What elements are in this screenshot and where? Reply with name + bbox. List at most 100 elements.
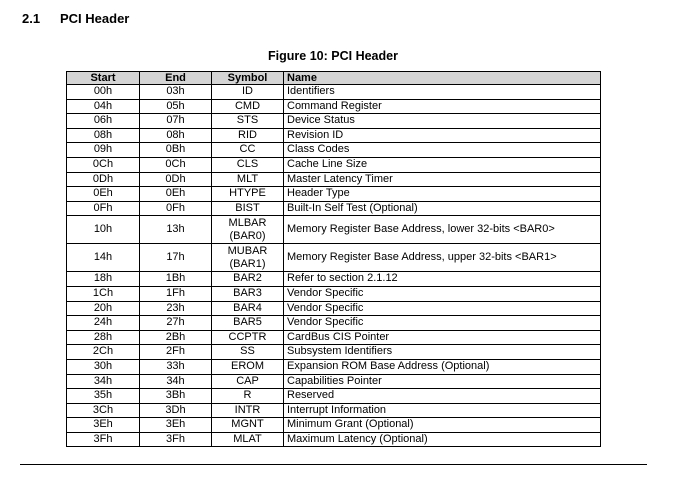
cell-symbol: MLT: [211, 171, 284, 188]
cell-name: Revision ID: [283, 127, 601, 144]
cell-start: 35h: [66, 388, 140, 404]
cell-start: 09h: [66, 142, 140, 158]
cell-start: 06h: [66, 113, 140, 129]
cell-end: 0Eh: [139, 186, 212, 202]
table-row: 14h 17h MUBAR (BAR1) Memory Register Base A…: [66, 243, 601, 273]
cell-symbol: CLS: [211, 156, 284, 173]
table-row: 09h 0Bh CC Class Codes: [66, 142, 601, 158]
cell-name: Capabilities Pointer: [283, 373, 601, 390]
cell-start: 04h: [66, 98, 140, 115]
cell-end: 34h: [139, 373, 212, 390]
table-row: 30h 33h EROM Expansion ROM Base Address (Op…: [66, 358, 601, 375]
cell-name: Memory Register Base Address, upper 32-b…: [283, 243, 601, 273]
cell-end: 33h: [139, 358, 212, 375]
cell-symbol: MUBAR (BAR1): [211, 243, 284, 273]
cell-symbol: R: [211, 388, 284, 404]
cell-name: Vendor Specific: [283, 285, 601, 302]
cell-name: Cache Line Size: [283, 156, 601, 173]
cell-start: 00h: [66, 84, 140, 100]
column-header-symbol: Symbol: [211, 71, 284, 85]
cell-name: Header Type: [283, 186, 601, 202]
table-row: 10h 13h MLBAR (BAR0) Memory Register Base A…: [66, 215, 601, 245]
cell-start: 2Ch: [66, 344, 140, 360]
cell-name: Vendor Specific: [283, 315, 601, 331]
cell-symbol: HTYPE: [211, 186, 284, 202]
cell-symbol: BAR3: [211, 285, 284, 302]
cell-start: 1Ch: [66, 285, 140, 302]
cell-start: 30h: [66, 358, 140, 375]
cell-symbol: RID: [211, 127, 284, 144]
cell-end: 0Ch: [139, 156, 212, 173]
table-header-row: Start End Symbol Name: [66, 71, 601, 85]
cell-start: 3Eh: [66, 417, 140, 433]
cell-symbol: INTR: [211, 402, 284, 419]
cell-symbol: BAR4: [211, 300, 284, 317]
column-header-name: Name: [283, 71, 601, 85]
cell-end: 3Dh: [139, 402, 212, 419]
cell-symbol: MLAT: [211, 431, 284, 448]
cell-end: 03h: [139, 84, 212, 100]
table-row: 3Ch 3Dh INTR Interrupt Information: [66, 402, 601, 419]
cell-symbol: MLBAR (BAR0): [211, 215, 284, 245]
cell-end: 3Fh: [139, 431, 212, 448]
cell-name: Identifiers: [283, 84, 601, 100]
cell-start: 0Dh: [66, 171, 140, 188]
pci-header-table: Start End Symbol Name 00h 03h ID Identifier…: [66, 71, 601, 448]
table-row: 06h 07h STS Device Status: [66, 113, 601, 129]
table-row: 04h 05h CMD Command Register: [66, 98, 601, 115]
figure-caption: Figure 10: PCI Header: [268, 49, 398, 63]
cell-start: 3Fh: [66, 431, 140, 448]
cell-end: 05h: [139, 98, 212, 115]
column-header-end: End: [139, 71, 212, 85]
cell-end: 13h: [139, 215, 212, 245]
cell-end: 07h: [139, 113, 212, 129]
cell-start: 0Ch: [66, 156, 140, 173]
cell-symbol: ID: [211, 84, 284, 100]
cell-symbol: EROM: [211, 358, 284, 375]
cell-start: 34h: [66, 373, 140, 390]
table-row: 00h 03h ID Identifiers: [66, 84, 601, 100]
cell-name: Subsystem Identifiers: [283, 344, 601, 360]
cell-symbol: STS: [211, 113, 284, 129]
table-row: 08h 08h RID Revision ID: [66, 127, 601, 144]
cell-name: Reserved: [283, 388, 601, 404]
table-row: 0Fh 0Fh BIST Built-In Self Test (Optional): [66, 200, 601, 217]
cell-symbol: BAR5: [211, 315, 284, 331]
cell-end: 17h: [139, 243, 212, 273]
table-row: 35h 3Bh R Reserved: [66, 388, 601, 404]
cell-end: 27h: [139, 315, 212, 331]
cell-symbol: MGNT: [211, 417, 284, 433]
cell-symbol: BIST: [211, 200, 284, 217]
cell-start: 18h: [66, 271, 140, 287]
cell-end: 2Bh: [139, 329, 212, 346]
bottom-rule: [20, 464, 647, 465]
cell-end: 0Fh: [139, 200, 212, 217]
cell-start: 24h: [66, 315, 140, 331]
cell-name: Built-In Self Test (Optional): [283, 200, 601, 217]
cell-name: Maximum Latency (Optional): [283, 431, 601, 448]
cell-end: 2Fh: [139, 344, 212, 360]
cell-symbol: SS: [211, 344, 284, 360]
cell-start: 0Fh: [66, 200, 140, 217]
table-row: 3Eh 3Eh MGNT Minimum Grant (Optional): [66, 417, 601, 433]
cell-name: Refer to section 2.1.12: [283, 271, 601, 287]
column-header-start: Start: [66, 71, 140, 85]
cell-symbol: CC: [211, 142, 284, 158]
cell-symbol: BAR2: [211, 271, 284, 287]
table-row: 28h 2Bh CCPTR CardBus CIS Pointer: [66, 329, 601, 346]
cell-start: 08h: [66, 127, 140, 144]
cell-end: 3Bh: [139, 388, 212, 404]
section-heading: 2.1 PCI Header: [22, 11, 129, 27]
cell-name: Class Codes: [283, 142, 601, 158]
cell-name: Interrupt Information: [283, 402, 601, 419]
cell-end: 1Fh: [139, 285, 212, 302]
cell-end: 0Bh: [139, 142, 212, 158]
cell-end: 1Bh: [139, 271, 212, 287]
cell-end: 3Eh: [139, 417, 212, 433]
cell-end: 08h: [139, 127, 212, 144]
cell-name: Master Latency Timer: [283, 171, 601, 188]
table-body: 00h 03h ID Identifiers 04h 05h CMD Command Regi…: [66, 84, 601, 448]
cell-start: 3Ch: [66, 402, 140, 419]
table-row: 1Ch 1Fh BAR3 Vendor Specific: [66, 285, 601, 302]
cell-name: Vendor Specific: [283, 300, 601, 317]
